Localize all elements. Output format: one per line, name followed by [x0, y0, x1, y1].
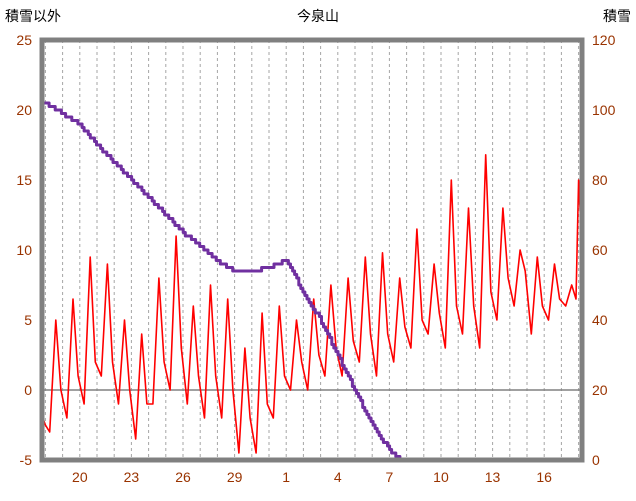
y-left-tick-label: 25 — [16, 32, 32, 48]
y-right-tick-label: 20 — [592, 382, 608, 398]
x-tick-label: 26 — [175, 469, 191, 485]
x-tick-label: 13 — [484, 469, 501, 485]
right-axis-title: 積雪 — [603, 8, 631, 24]
x-tick-label: 29 — [226, 469, 243, 485]
x-tick-label: 10 — [433, 469, 449, 485]
y-right-tick-label: 80 — [592, 172, 608, 188]
y-left-tick-label: -5 — [19, 452, 32, 468]
y-left-tick-label: 5 — [24, 312, 32, 328]
y-right-tick-label: 40 — [592, 312, 608, 328]
y-right-tick-label: 0 — [592, 452, 600, 468]
y-left-tick-label: 15 — [16, 172, 32, 188]
x-tick-label: 1 — [282, 469, 291, 485]
x-tick-label: 7 — [385, 469, 394, 485]
x-tick-label: 20 — [72, 469, 88, 485]
chart-title: 今泉山 — [297, 8, 339, 24]
snow-depth-line — [42, 101, 582, 460]
y-right-tick-label: 120 — [592, 32, 616, 48]
plot-frame — [39, 37, 585, 463]
x-tick-label: 4 — [333, 469, 342, 485]
y-left-tick-label: 20 — [16, 102, 32, 118]
x-tick-label: 16 — [536, 469, 552, 485]
y-right-tick-label: 100 — [592, 102, 616, 118]
vertical-gridlines — [44, 40, 580, 460]
x-tick-label: 23 — [123, 469, 140, 485]
y-right-tick-label: 60 — [592, 242, 608, 258]
temperature-line — [42, 154, 582, 454]
y-left-tick-label: 0 — [24, 382, 32, 398]
y-left-tick-label: 10 — [16, 242, 32, 258]
left-axis-title: 積雪以外 — [5, 8, 61, 24]
